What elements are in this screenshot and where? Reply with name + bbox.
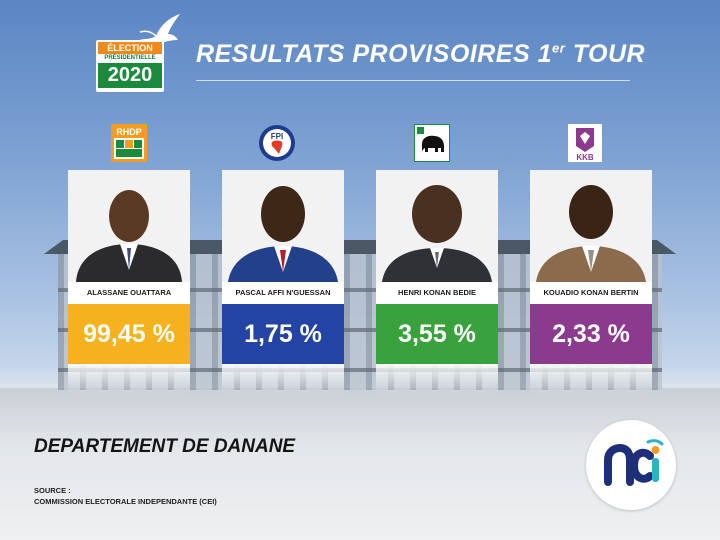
party-label-fpi: FPI [271,132,283,141]
card-reflection [530,364,652,394]
building-roof [44,240,676,254]
candidate-namebar: ALASSANE OUATTARA [68,282,190,304]
candidate-namebar: HENRI KONAN BEDIE [376,282,498,304]
candidate-card: PASCAL AFFI N'GUESSAN 1,75 % [222,170,344,394]
candidate-card: ALASSANE OUATTARA 99,45 % [68,170,190,394]
title-underline [196,80,630,81]
candidate-portrait [530,170,652,282]
candidate-card: HENRI KONAN BEDIE 3,55 % [376,170,498,394]
nci-logo [586,420,676,510]
candidate-percent: 99,45 % [68,304,190,364]
candidate-portrait [222,170,344,282]
title-superscript: er [552,40,566,56]
source-label: SOURCE : [34,486,71,495]
party-label-rhdp: RHDP [116,127,142,137]
building-band [58,368,662,372]
candidate-name: HENRI KONAN BEDIE [398,288,476,297]
candidate-namebar: KOUADIO KONAN BERTIN [530,282,652,304]
candidate-percent: 1,75 % [222,304,344,364]
card-reflection [222,364,344,394]
logo-line-year: 2020 [98,63,162,88]
logo-line-election: ÉLECTION [98,42,162,54]
party-logo-fpi: FPI [258,124,295,162]
title-main: RESULTATS PROVISOIRES 1 [196,40,552,68]
building-band [58,288,662,292]
department-title: DEPARTEMENT DE DANANE [34,436,296,457]
candidate-portrait [68,170,190,282]
candidate-card: KOUADIO KONAN BERTIN 2,33 % [530,170,652,394]
candidate-portrait [376,170,498,282]
building-band [58,328,662,332]
card-reflection [68,364,190,394]
party-label-kkb: KKB [576,153,594,162]
page-title: RESULTATS PROVISOIRES 1er TOUR [196,40,645,69]
candidate-namebar: PASCAL AFFI N'GUESSAN [222,282,344,304]
logo-line-presidentielle: PRÉSIDENTIELLE [98,54,162,63]
header: ÉLECTION PRÉSIDENTIELLE 2020 RESULTATS P… [0,0,720,110]
title-end: TOUR [565,40,646,68]
candidate-name: PASCAL AFFI N'GUESSAN [235,288,331,297]
party-logo-pdci [413,123,451,163]
source-text: COMMISSION ELECTORALE INDEPENDANTE (CEI) [34,497,217,506]
party-logo-kkb: KKB [568,124,604,162]
candidate-name: ALASSANE OUATTARA [86,288,172,297]
candidate-percent: 2,33 % [530,304,652,364]
party-logo-rhdp: RHDP [111,124,147,162]
card-reflection [376,364,498,394]
candidate-percent: 3,55 % [376,304,498,364]
dove-icon [132,14,180,47]
election-2020-logo: ÉLECTION PRÉSIDENTIELLE 2020 [96,40,164,92]
candidate-name: KOUADIO KONAN BERTIN [543,288,639,297]
elephant-icon [422,135,444,152]
africa-map-icon [271,140,283,154]
